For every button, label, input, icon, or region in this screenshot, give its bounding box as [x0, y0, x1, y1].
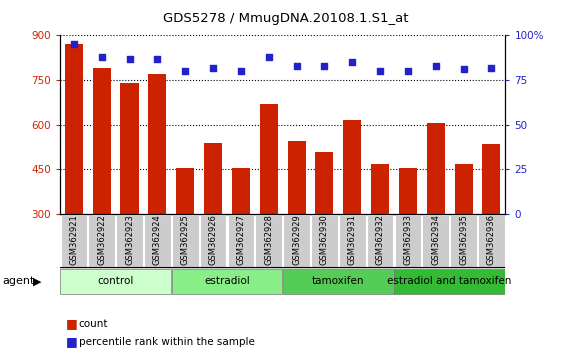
Point [487, 65, 496, 70]
Text: GDS5278 / MmugDNA.20108.1.S1_at: GDS5278 / MmugDNA.20108.1.S1_at [163, 12, 408, 25]
Point [69, 41, 78, 47]
Bar [427, 123, 445, 214]
Point [264, 54, 274, 60]
Bar [450, 215, 477, 267]
Text: GSM362923: GSM362923 [125, 214, 134, 265]
Bar [367, 215, 393, 267]
Text: GSM362926: GSM362926 [208, 214, 218, 265]
Bar [204, 143, 222, 214]
Bar [288, 141, 305, 214]
Bar [394, 269, 505, 294]
Bar [399, 168, 417, 214]
Point [153, 56, 162, 62]
Text: estradiol and tamoxifen: estradiol and tamoxifen [388, 276, 512, 286]
Text: GSM362934: GSM362934 [431, 214, 440, 265]
Bar [283, 269, 394, 294]
Bar [116, 215, 143, 267]
Point [208, 65, 218, 70]
Text: GSM362935: GSM362935 [459, 214, 468, 265]
Text: control: control [98, 276, 134, 286]
Text: GSM362931: GSM362931 [348, 214, 357, 265]
Text: percentile rank within the sample: percentile rank within the sample [79, 337, 255, 347]
Bar [93, 68, 111, 214]
Point [459, 67, 468, 72]
Text: ■: ■ [66, 318, 78, 330]
Point [180, 68, 190, 74]
Bar [148, 74, 166, 214]
Bar [283, 215, 310, 267]
Text: GSM362924: GSM362924 [153, 214, 162, 265]
Bar [176, 168, 194, 214]
Text: GSM362928: GSM362928 [264, 214, 274, 265]
Bar [455, 164, 473, 214]
Point [403, 68, 412, 74]
Point [125, 56, 134, 62]
Text: GSM362922: GSM362922 [97, 214, 106, 265]
Bar [172, 215, 199, 267]
Point [320, 63, 329, 69]
Text: GSM362921: GSM362921 [69, 214, 78, 265]
Text: GSM362936: GSM362936 [487, 214, 496, 265]
Bar [395, 215, 421, 267]
Bar [255, 215, 282, 267]
Text: GSM362925: GSM362925 [180, 214, 190, 265]
Bar [315, 152, 333, 214]
Bar [482, 144, 500, 214]
Bar [260, 104, 278, 214]
Bar [120, 83, 139, 214]
Text: tamoxifen: tamoxifen [312, 276, 364, 286]
Point [236, 68, 246, 74]
Text: agent: agent [3, 276, 35, 286]
Text: count: count [79, 319, 108, 329]
Text: GSM362929: GSM362929 [292, 214, 301, 265]
Bar [371, 164, 389, 214]
Bar [89, 215, 115, 267]
Point [376, 68, 385, 74]
Bar [61, 215, 87, 267]
Point [292, 63, 301, 69]
Bar [227, 215, 254, 267]
Bar [478, 215, 505, 267]
Bar [200, 215, 227, 267]
Point [97, 54, 106, 60]
Bar [232, 168, 250, 214]
Bar [65, 44, 83, 214]
Text: GSM362930: GSM362930 [320, 214, 329, 265]
Bar [144, 215, 171, 267]
Text: ▶: ▶ [33, 276, 41, 286]
Text: GSM362927: GSM362927 [236, 214, 246, 265]
Bar [339, 215, 365, 267]
Text: GSM362933: GSM362933 [403, 214, 412, 265]
Point [431, 63, 440, 69]
Point [348, 59, 357, 65]
Text: ■: ■ [66, 335, 78, 348]
Bar [60, 269, 171, 294]
Text: GSM362932: GSM362932 [376, 214, 385, 265]
Bar [343, 120, 361, 214]
Text: estradiol: estradiol [204, 276, 250, 286]
Bar [311, 215, 338, 267]
Bar [423, 215, 449, 267]
Bar [171, 269, 283, 294]
